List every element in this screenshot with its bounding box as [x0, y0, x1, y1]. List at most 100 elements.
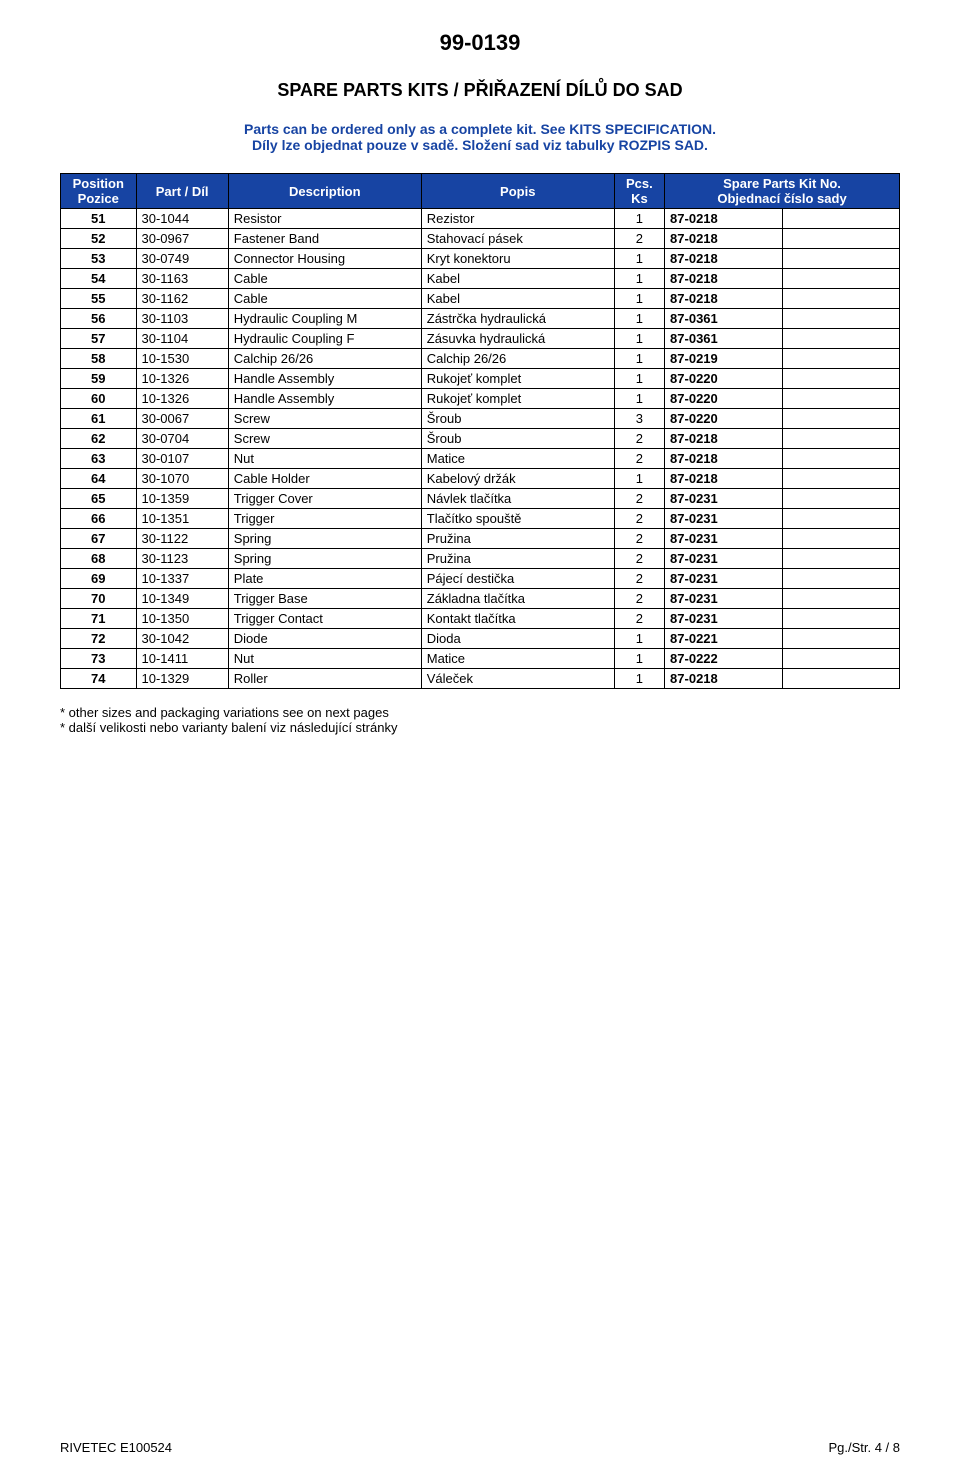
cell-kit-extra	[782, 429, 900, 449]
cell-description: Nut	[228, 449, 421, 469]
cell-position: 71	[61, 609, 137, 629]
cell-position: 54	[61, 269, 137, 289]
cell-pcs: 1	[614, 469, 664, 489]
cell-position: 70	[61, 589, 137, 609]
cell-kit-extra	[782, 629, 900, 649]
cell-position: 66	[61, 509, 137, 529]
cell-part: 30-0107	[136, 449, 228, 469]
cell-description: Nut	[228, 649, 421, 669]
cell-part: 10-1350	[136, 609, 228, 629]
cell-part: 30-1123	[136, 549, 228, 569]
cell-position: 63	[61, 449, 137, 469]
cell-kit: 87-0221	[665, 629, 782, 649]
table-row: 5630-1103Hydraulic Coupling MZástrčka hy…	[61, 309, 900, 329]
cell-kit: 87-0218	[665, 429, 782, 449]
cell-part: 30-0749	[136, 249, 228, 269]
cell-kit: 87-0219	[665, 349, 782, 369]
cell-description: Resistor	[228, 209, 421, 229]
cell-kit: 87-0218	[665, 229, 782, 249]
cell-popis: Calchip 26/26	[421, 349, 614, 369]
cell-pcs: 1	[614, 349, 664, 369]
cell-part: 10-1411	[136, 649, 228, 669]
footnote-1: * other sizes and packaging variations s…	[60, 705, 900, 720]
cell-pcs: 1	[614, 329, 664, 349]
cell-popis: Tlačítko spouště	[421, 509, 614, 529]
cell-part: 10-1530	[136, 349, 228, 369]
footnote-2: * další velikosti nebo varianty balení v…	[60, 720, 900, 735]
cell-pcs: 1	[614, 389, 664, 409]
cell-pcs: 1	[614, 269, 664, 289]
cell-kit: 87-0218	[665, 249, 782, 269]
cell-pcs: 1	[614, 649, 664, 669]
cell-pcs: 2	[614, 449, 664, 469]
cell-pcs: 1	[614, 249, 664, 269]
col-position-l2: Pozice	[66, 191, 131, 206]
cell-kit-extra	[782, 549, 900, 569]
parts-table: Position Pozice Part / Díl Description P…	[60, 173, 900, 689]
cell-description: Fastener Band	[228, 229, 421, 249]
cell-position: 74	[61, 669, 137, 689]
cell-position: 56	[61, 309, 137, 329]
cell-popis: Rezistor	[421, 209, 614, 229]
cell-description: Connector Housing	[228, 249, 421, 269]
cell-kit-extra	[782, 369, 900, 389]
col-description: Description	[228, 174, 421, 209]
cell-position: 59	[61, 369, 137, 389]
col-position: Position Pozice	[61, 174, 137, 209]
cell-kit-extra	[782, 389, 900, 409]
cell-popis: Matice	[421, 449, 614, 469]
cell-description: Plate	[228, 569, 421, 589]
cell-popis: Šroub	[421, 409, 614, 429]
cell-popis: Kontakt tlačítka	[421, 609, 614, 629]
cell-description: Spring	[228, 549, 421, 569]
cell-position: 64	[61, 469, 137, 489]
cell-description: Calchip 26/26	[228, 349, 421, 369]
col-part: Part / Díl	[136, 174, 228, 209]
cell-description: Cable	[228, 289, 421, 309]
cell-position: 51	[61, 209, 137, 229]
cell-popis: Návlek tlačítka	[421, 489, 614, 509]
cell-popis: Zástrčka hydraulická	[421, 309, 614, 329]
cell-description: Cable	[228, 269, 421, 289]
cell-part: 10-1326	[136, 369, 228, 389]
cell-pcs: 1	[614, 209, 664, 229]
cell-description: Cable Holder	[228, 469, 421, 489]
table-row: 5530-1162CableKabel187-0218	[61, 289, 900, 309]
col-description-l1: Description	[234, 184, 416, 199]
table-row: 7410-1329RollerVáleček187-0218	[61, 669, 900, 689]
cell-kit: 87-0218	[665, 269, 782, 289]
table-row: 6610-1351TriggerTlačítko spouště287-0231	[61, 509, 900, 529]
col-popis: Popis	[421, 174, 614, 209]
cell-kit-extra	[782, 329, 900, 349]
cell-popis: Rukojeť komplet	[421, 389, 614, 409]
cell-kit: 87-0361	[665, 329, 782, 349]
table-row: 6430-1070Cable HolderKabelový držák187-0…	[61, 469, 900, 489]
cell-kit: 87-0220	[665, 389, 782, 409]
cell-kit-extra	[782, 289, 900, 309]
col-pcs-l1: Pcs.	[620, 176, 659, 191]
cell-part: 10-1349	[136, 589, 228, 609]
cell-description: Screw	[228, 409, 421, 429]
cell-part: 30-0967	[136, 229, 228, 249]
cell-part: 30-0704	[136, 429, 228, 449]
cell-popis: Matice	[421, 649, 614, 669]
table-row: 6910-1337PlatePájecí destička287-0231	[61, 569, 900, 589]
cell-popis: Pružina	[421, 529, 614, 549]
cell-position: 55	[61, 289, 137, 309]
cell-part: 10-1337	[136, 569, 228, 589]
cell-part: 30-1104	[136, 329, 228, 349]
cell-description: Trigger	[228, 509, 421, 529]
cell-pcs: 2	[614, 529, 664, 549]
cell-pcs: 3	[614, 409, 664, 429]
col-part-l1: Part / Díl	[142, 184, 223, 199]
cell-kit: 87-0231	[665, 589, 782, 609]
cell-kit-extra	[782, 249, 900, 269]
col-kit-l2: Objednací číslo sady	[670, 191, 894, 206]
table-row: 7010-1349Trigger BaseZákladna tlačítka28…	[61, 589, 900, 609]
table-row: 5230-0967Fastener BandStahovací pásek287…	[61, 229, 900, 249]
cell-kit: 87-0218	[665, 209, 782, 229]
cell-part: 30-1042	[136, 629, 228, 649]
cell-pcs: 1	[614, 669, 664, 689]
instructions-line-1: Parts can be ordered only as a complete …	[244, 121, 716, 137]
document-title: 99-0139	[60, 0, 900, 56]
